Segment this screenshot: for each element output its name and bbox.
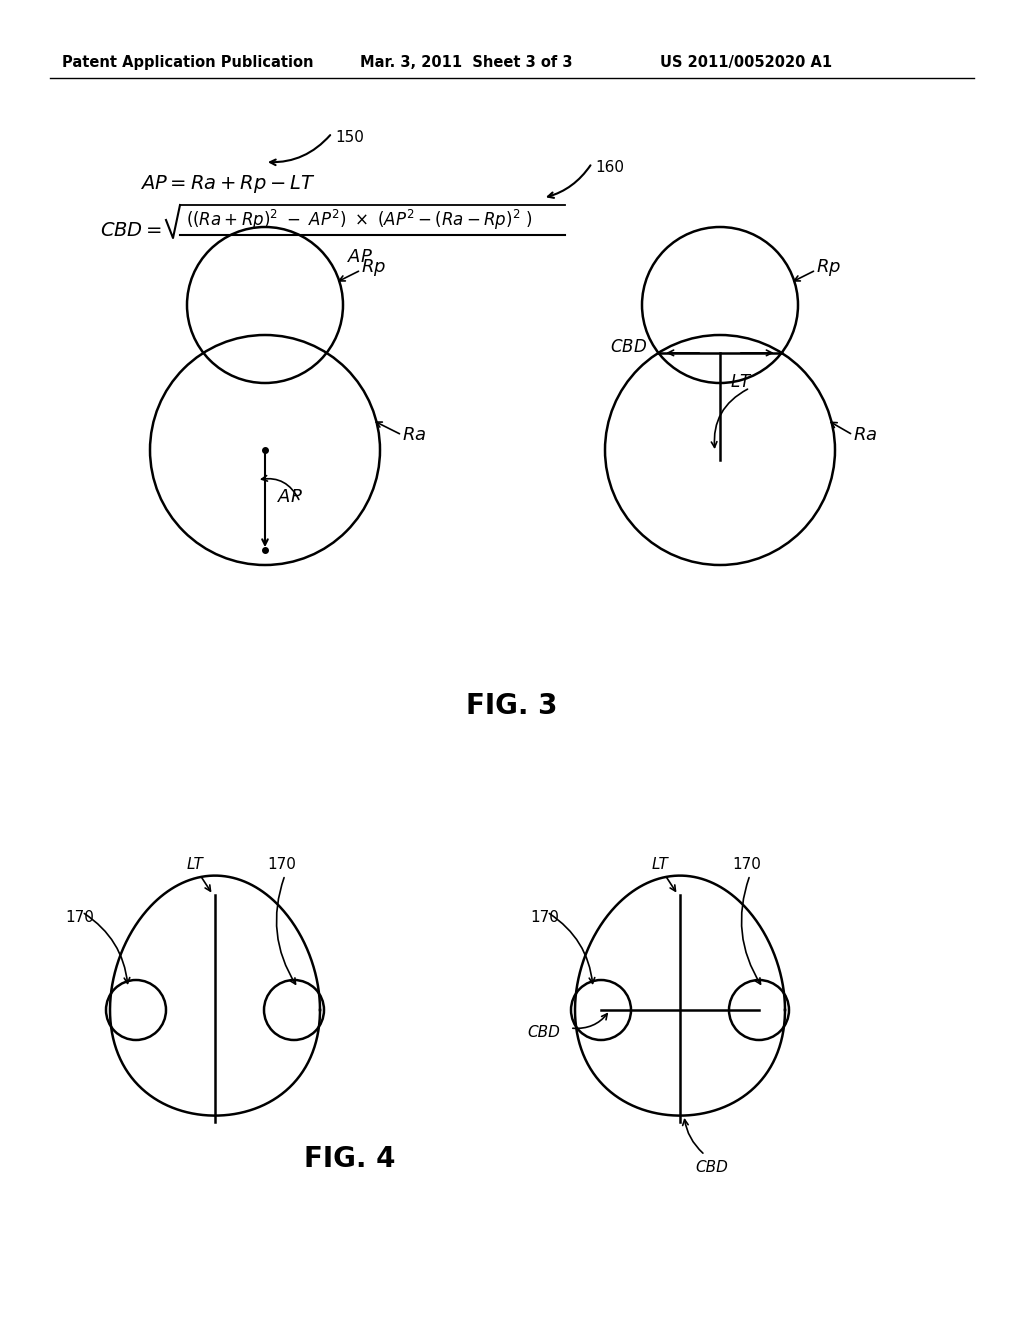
Text: Patent Application Publication: Patent Application Publication: [62, 55, 313, 70]
Text: $((Ra + Rp)^2 \ - \ AP^2) \ \times \ (AP^2 - (Ra - Rp)^2 \ )$: $((Ra + Rp)^2 \ - \ AP^2) \ \times \ (AP…: [186, 209, 532, 232]
Text: $Rp$: $Rp$: [816, 256, 841, 277]
Text: $CBD=$: $CBD=$: [100, 222, 162, 240]
Text: FIG. 4: FIG. 4: [304, 1144, 395, 1173]
Text: $AP$: $AP$: [347, 248, 373, 267]
Text: CBD: CBD: [695, 1160, 728, 1175]
Text: CBD: CBD: [527, 1026, 560, 1040]
Text: 160: 160: [595, 160, 624, 176]
Text: $LT$: $LT$: [730, 375, 753, 391]
Text: US 2011/0052020 A1: US 2011/0052020 A1: [660, 55, 833, 70]
Text: 170: 170: [65, 909, 94, 925]
Text: LT: LT: [652, 857, 669, 873]
Text: $Rp$: $Rp$: [361, 256, 386, 277]
Text: 170: 170: [267, 857, 296, 873]
Text: LT: LT: [187, 857, 204, 873]
Text: FIG. 3: FIG. 3: [466, 692, 558, 719]
Text: $Ra$: $Ra$: [402, 426, 426, 444]
Text: 150: 150: [335, 129, 364, 145]
Text: $AP$: $AP$: [278, 488, 303, 506]
Text: $AP = Ra + Rp - LT$: $AP = Ra + Rp - LT$: [140, 173, 315, 195]
Text: 170: 170: [530, 909, 559, 925]
Text: 170: 170: [732, 857, 761, 873]
Text: Mar. 3, 2011  Sheet 3 of 3: Mar. 3, 2011 Sheet 3 of 3: [360, 55, 572, 70]
Text: $Ra$: $Ra$: [853, 426, 878, 444]
Text: $CBD$: $CBD$: [610, 339, 647, 356]
